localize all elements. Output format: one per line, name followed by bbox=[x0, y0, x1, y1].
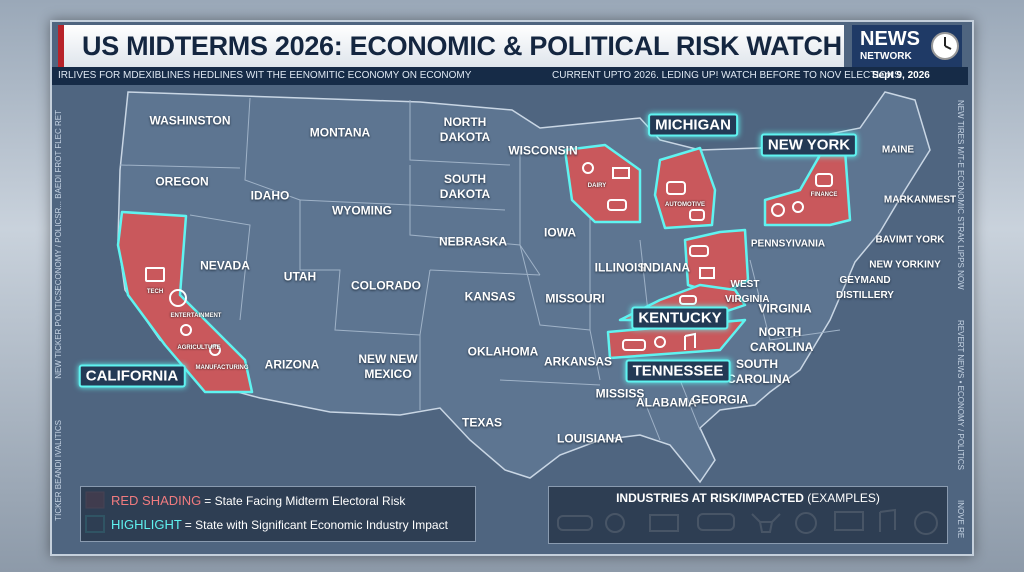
ticker-right: CURRENT UPTO 2026. LEDING UP! WATCH BEFO… bbox=[552, 70, 901, 81]
icon-tractor bbox=[699, 267, 715, 279]
icon-film bbox=[169, 289, 187, 307]
industries-heading: INDUSTRIES AT RISK/IMPACTED (EXAMPLES) bbox=[549, 491, 947, 505]
ticker: IRLIVES FOR MDEXIBLINES HEDLINES WIT THE… bbox=[52, 67, 968, 85]
icon-cow bbox=[607, 199, 627, 211]
state-label: WYOMING bbox=[332, 203, 392, 218]
state-label: ALABAMA bbox=[636, 395, 697, 410]
state-label: VIRGINIA bbox=[758, 301, 812, 316]
side-ticker: NEW TIRES M/T-E ECONOMIC STRAK LIPPS NOW bbox=[956, 100, 965, 290]
state-label: BAVIMT YORK bbox=[875, 234, 945, 246]
industry-tag: FINANCE bbox=[810, 192, 838, 198]
state-label: INDIANA bbox=[640, 260, 690, 275]
state-label: NORTH DAKOTA bbox=[439, 115, 491, 144]
legend-text: = State with Significant Economic Indust… bbox=[184, 518, 448, 532]
state-label: IDAHO bbox=[250, 188, 290, 203]
state-label: MAINE bbox=[881, 144, 915, 156]
title: US MIDTERMS 2026: ECONOMIC & POLITICAL R… bbox=[82, 31, 842, 61]
side-ticker: REVERT NEWS • ECONOMY / POLITICS bbox=[956, 320, 965, 470]
state-callout: TENNESSEE bbox=[625, 359, 731, 383]
industry-tag: ENTERTAINMENT bbox=[170, 313, 222, 319]
legend-key: RED SHADING bbox=[111, 493, 202, 508]
legend-item: RED SHADING = State Facing Midterm Electo… bbox=[111, 493, 405, 508]
state-label: SOUTH CAROLINA bbox=[727, 357, 791, 386]
state-new-york bbox=[763, 148, 852, 227]
state-label: NORTH CAROLINA bbox=[750, 325, 814, 354]
legend: RED SHADING = State Facing Midterm Electo… bbox=[80, 486, 476, 542]
icon-car bbox=[689, 245, 709, 257]
state-label: ILLINOIS bbox=[594, 260, 646, 275]
state-label: MISSOURI bbox=[545, 291, 605, 306]
ticker-left: IRLIVES FOR MDEXIBLINES HEDLINES WIT THE… bbox=[58, 70, 472, 81]
state-label: ARIZONA bbox=[264, 357, 320, 372]
industry-tag: AGRICULTURE bbox=[177, 345, 221, 351]
state-label: MISSISS bbox=[595, 386, 645, 401]
icon-gear bbox=[792, 201, 804, 213]
side-ticker: INOVE RE bbox=[956, 500, 965, 539]
state-label: OKLAHOMA bbox=[467, 344, 539, 359]
icon-cow bbox=[689, 209, 705, 221]
state-label: MONTANA bbox=[309, 125, 371, 140]
side-ticker: TICKER BEANDI IVALITICS bbox=[54, 420, 63, 521]
state-label: KANSAS bbox=[464, 289, 516, 304]
state-label: GEYMAND DISTILLERY bbox=[836, 275, 894, 301]
legend-key: HIGHLIGHT bbox=[111, 517, 182, 532]
state-label: SOUTH DAKOTA bbox=[439, 172, 491, 201]
state-label: NEVADA bbox=[200, 258, 250, 273]
industry-tag: MANUFACTURING bbox=[195, 365, 249, 371]
title-bar: US MIDTERMS 2026: ECONOMIC & POLITICAL R… bbox=[58, 25, 844, 67]
industries-title: INDUSTRIES AT RISK/IMPACTED bbox=[616, 491, 804, 505]
icon-gear bbox=[209, 344, 221, 356]
icon-car bbox=[622, 339, 646, 351]
side-ticker: ECONOMY / POLICSR... BAEDI FROT FLEC RET bbox=[54, 110, 63, 291]
state-label: ARKANSAS bbox=[543, 354, 612, 369]
state-label: IOWA bbox=[544, 225, 576, 240]
icon-car bbox=[666, 181, 686, 195]
industries-note: (EXAMPLES) bbox=[807, 491, 880, 505]
industry-tag: DAIRY bbox=[587, 183, 607, 189]
state-label: NEW NEW MEXICO bbox=[358, 352, 418, 381]
clock-icon bbox=[931, 32, 959, 60]
icon-gear bbox=[582, 162, 594, 174]
state-borders bbox=[119, 97, 841, 441]
industry-tag: AUTOMOTIVE bbox=[665, 202, 705, 208]
icon-dollar bbox=[771, 203, 785, 217]
logo-bottom: NETWORK bbox=[860, 51, 912, 62]
state-label: WISCONSIN bbox=[508, 143, 578, 158]
icon-bull bbox=[815, 173, 833, 187]
state-label: GEORGIA bbox=[691, 392, 749, 407]
date: Sept 9, 2026 bbox=[872, 70, 930, 81]
state-label: NEW YORKINY bbox=[869, 259, 941, 271]
icon-grapes bbox=[180, 324, 192, 336]
logo: NEWS NETWORK bbox=[852, 25, 962, 67]
side-ticker: NEW TICKER POLITICS bbox=[54, 290, 63, 379]
state-callout: NEW YORK bbox=[760, 133, 858, 157]
icon-tractor bbox=[612, 167, 630, 179]
logo-top: NEWS bbox=[860, 28, 920, 50]
icon-gear bbox=[654, 336, 666, 348]
state-label: PENNSYIVANIA bbox=[750, 238, 826, 250]
state-callout: MICHIGAN bbox=[648, 113, 738, 137]
industries-box: INDUSTRIES AT RISK/IMPACTED (EXAMPLES) bbox=[548, 486, 948, 544]
state-label: COLORADO bbox=[351, 278, 421, 293]
state-callout: KENTUCKY bbox=[631, 306, 729, 330]
industry-tag: TECH bbox=[146, 289, 164, 295]
state-label: WEST VIRGINIA bbox=[725, 279, 770, 305]
legend-item: HIGHLIGHT = State with Significant Econom… bbox=[111, 517, 448, 532]
icon-tech bbox=[145, 267, 165, 282]
icon-music bbox=[684, 332, 696, 350]
icon-car bbox=[679, 295, 697, 305]
state-label: OREGON bbox=[155, 174, 209, 189]
industry-icons bbox=[145, 162, 833, 356]
state-label: UTAH bbox=[283, 269, 317, 284]
state-callout: CALIFORNIA bbox=[78, 364, 186, 388]
state-label: WASHINSTON bbox=[149, 113, 231, 128]
state-label: TEXAS bbox=[461, 415, 502, 430]
state-label: NEBRASKA bbox=[438, 234, 507, 249]
state-label: LOUISIANA bbox=[557, 431, 623, 446]
legend-text: = State Facing Midterm Electoral Risk bbox=[204, 494, 406, 508]
state-label: MARKANMEST bbox=[883, 194, 957, 206]
